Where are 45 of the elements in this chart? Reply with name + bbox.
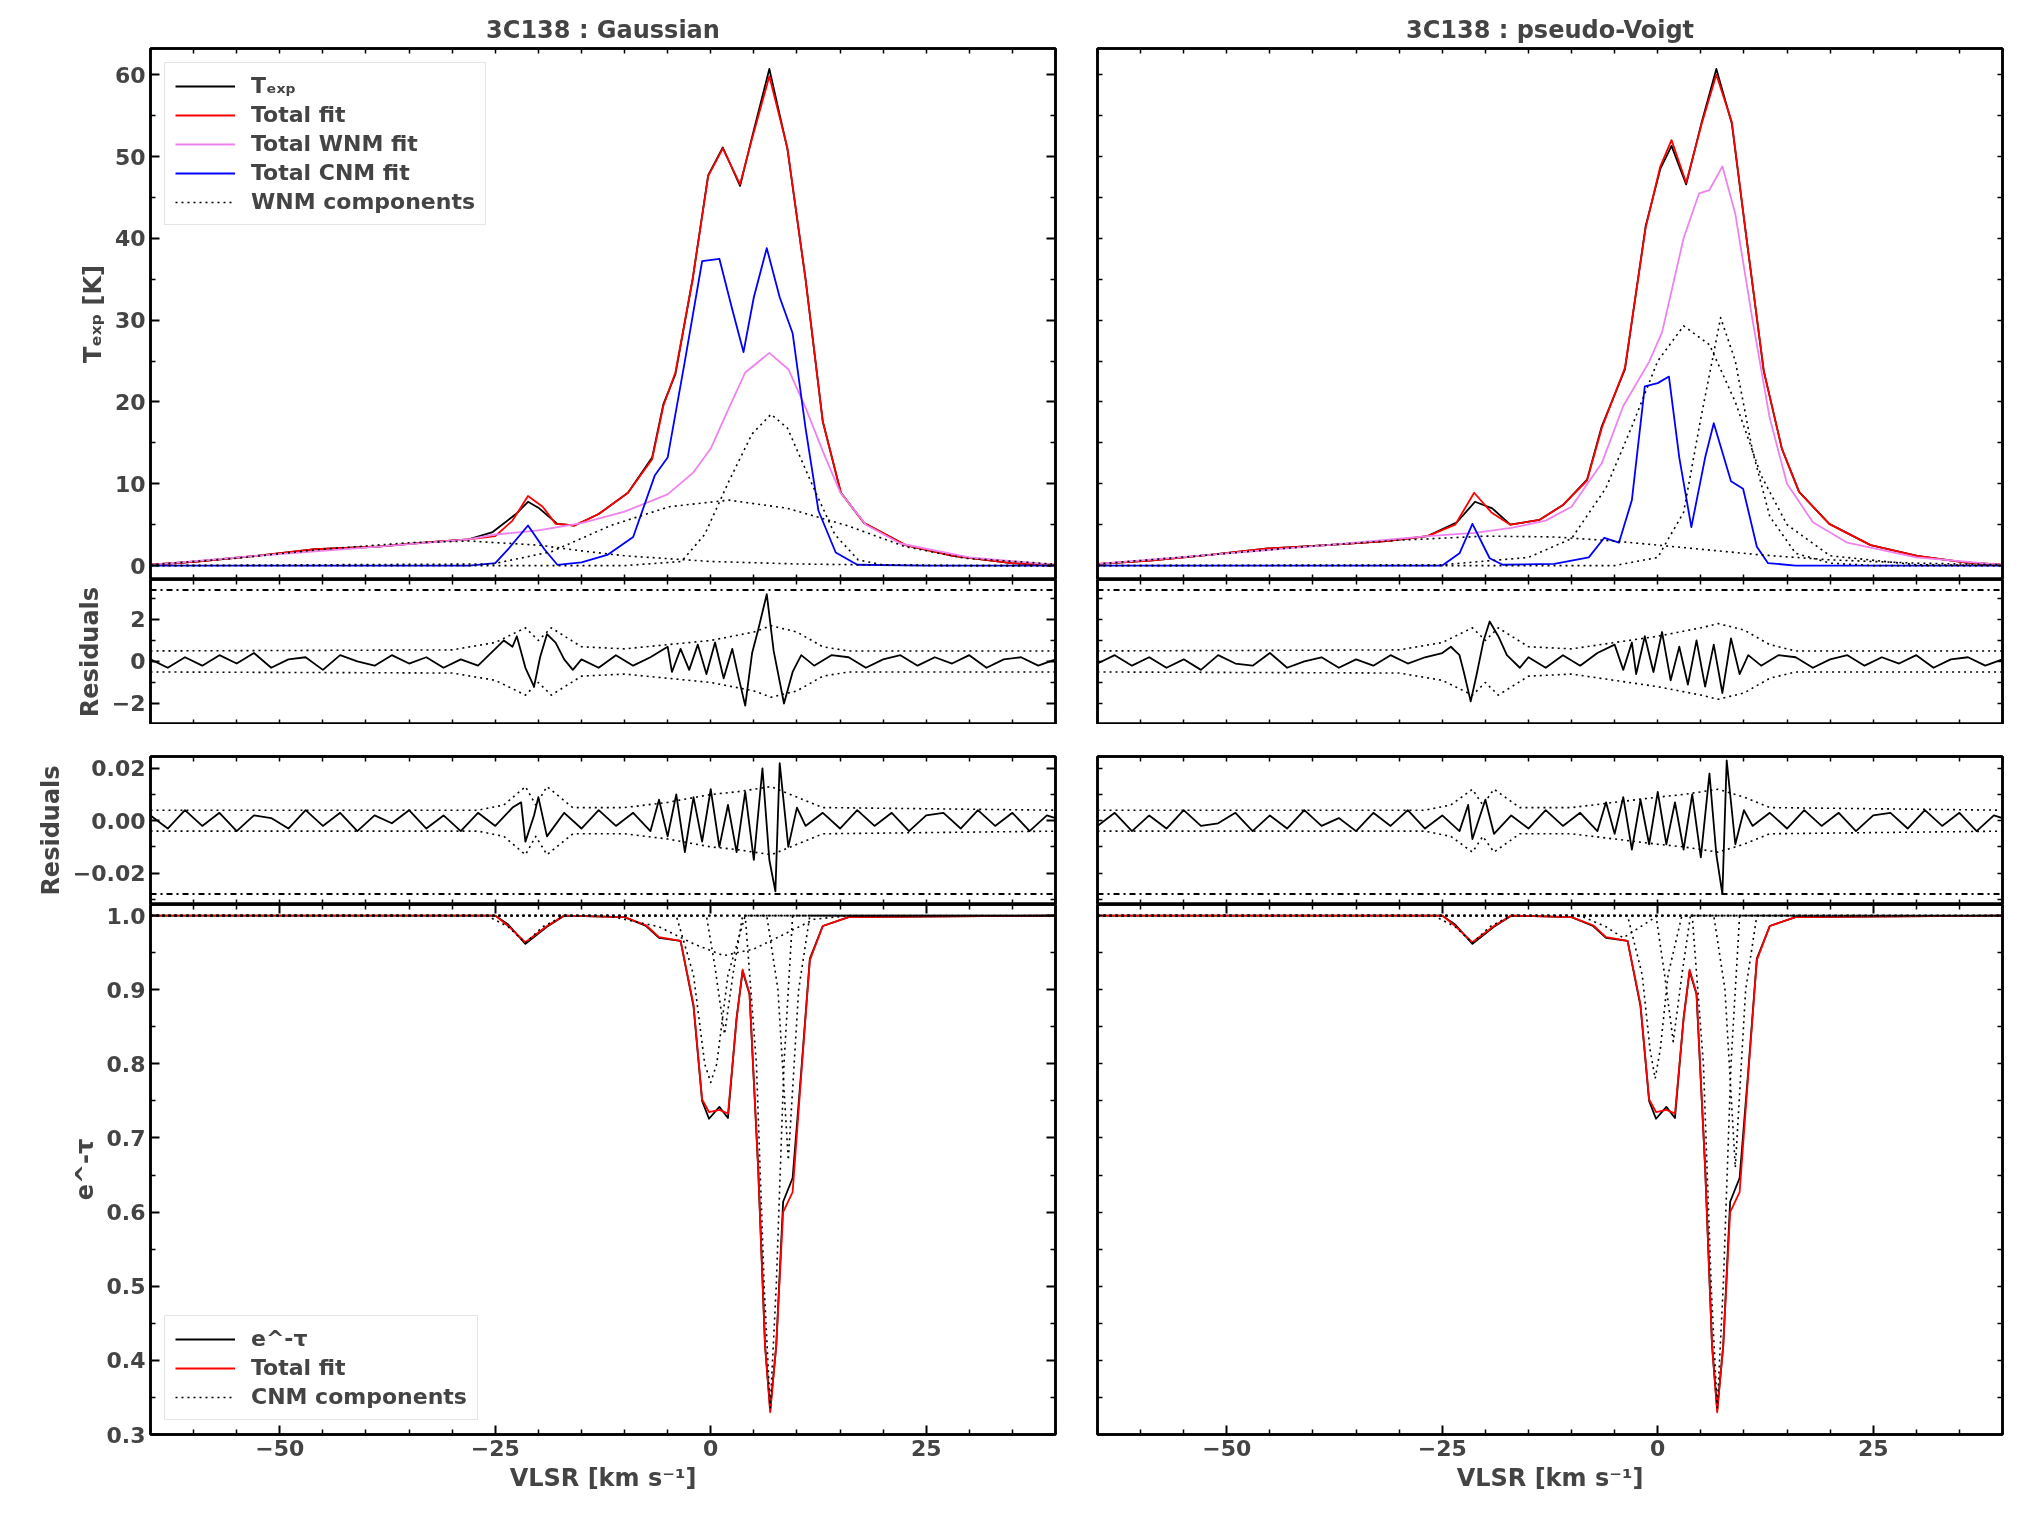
y-tick-label: 0.7	[106, 1126, 146, 1151]
y-tick-label: 0.6	[106, 1200, 146, 1226]
y-tick-label: 0.00	[91, 808, 146, 834]
chart-title: 3C138 : pseudo-Voigt	[1405, 15, 1695, 44]
y-tick-label: 50	[114, 144, 146, 170]
x-tick-label: −50	[255, 1435, 305, 1461]
legend-label: Total fit	[251, 102, 346, 127]
y-tick-label: 0.8	[106, 1051, 146, 1077]
y-tick-label: −0.02	[72, 861, 146, 887]
x-tick-label: −50	[1202, 1435, 1252, 1461]
y-tick-label: 0.5	[106, 1274, 146, 1300]
x-tick-label: −25	[1417, 1435, 1467, 1461]
legend-label: Total fit	[251, 1355, 346, 1380]
y-tick-label: −2	[111, 691, 146, 717]
y-tick-label: 30	[114, 308, 146, 334]
legend-label: Total WNM fit	[251, 131, 418, 156]
legend-label: e^-τ	[251, 1326, 308, 1351]
legend-label: Tₑₓₚ	[251, 73, 297, 98]
legend-label: WNM components	[251, 189, 476, 214]
legend-label: Total CNM fit	[251, 160, 410, 185]
x-tick-label: 0	[703, 1435, 719, 1461]
x-axis-title: VLSR [km s⁻¹]	[509, 1463, 697, 1492]
y-tick-label: 10	[114, 471, 146, 497]
y-tick-label: 0.02	[91, 756, 146, 782]
y-tick-label: 0	[130, 649, 146, 675]
y-tick-label: 1.0	[106, 903, 146, 929]
x-tick-label: 25	[1857, 1435, 1889, 1461]
y-tick-label: 0.9	[106, 977, 146, 1003]
y-tick-label: 40	[114, 226, 146, 252]
x-tick-label: 25	[910, 1435, 942, 1461]
y-axis-title: Residuals	[36, 765, 65, 896]
y-axis-title: Tₑₓₚ [K]	[78, 264, 107, 364]
chart-title: 3C138 : Gaussian	[486, 15, 720, 44]
x-tick-label: −25	[470, 1435, 520, 1461]
y-tick-label: 0.3	[106, 1422, 146, 1448]
y-tick-label: 20	[114, 389, 146, 415]
y-axis-title: e^-τ	[70, 1138, 99, 1201]
y-axis-title: Residuals	[75, 586, 104, 718]
y-tick-label: 2	[130, 607, 146, 633]
y-tick-label: 0	[130, 553, 146, 579]
x-tick-label: 0	[1650, 1435, 1666, 1461]
y-tick-label: 60	[114, 62, 146, 88]
x-axis-title: VLSR [km s⁻¹]	[1456, 1463, 1644, 1492]
legend-label: CNM components	[251, 1384, 467, 1409]
y-tick-label: 0.4	[106, 1348, 146, 1374]
